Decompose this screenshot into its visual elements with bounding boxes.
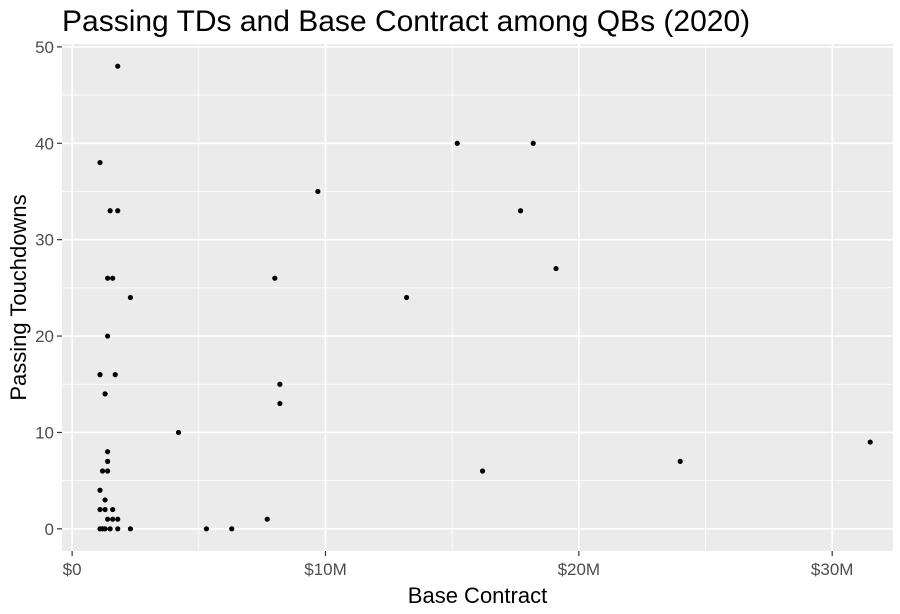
data-point xyxy=(264,516,270,522)
data-point xyxy=(105,449,111,455)
data-point xyxy=(107,208,113,214)
y-axis-label: Passing Touchdowns xyxy=(6,194,31,400)
data-point xyxy=(454,140,460,146)
data-point xyxy=(530,140,536,146)
data-point xyxy=(867,439,873,445)
data-point xyxy=(553,265,559,272)
data-point xyxy=(97,487,103,493)
x-tick-label: $20M xyxy=(558,560,601,579)
x-tick-label: $10M xyxy=(304,560,347,579)
data-point xyxy=(97,372,103,378)
data-point xyxy=(102,391,108,397)
data-point xyxy=(105,516,111,522)
data-point xyxy=(102,526,108,532)
data-point xyxy=(479,468,486,474)
chart-title: Passing TDs and Base Contract among QBs … xyxy=(62,5,750,38)
data-point xyxy=(175,429,182,436)
y-tick-label: 20 xyxy=(35,327,54,346)
data-point xyxy=(102,506,108,513)
data-point xyxy=(517,208,524,214)
data-point xyxy=(315,188,321,195)
x-axis-ticks: $0 $10M $20M $30M xyxy=(63,551,854,579)
data-point xyxy=(105,458,111,464)
x-tick-label: $30M xyxy=(811,560,854,579)
data-point xyxy=(105,275,111,281)
data-point xyxy=(99,468,106,474)
data-point xyxy=(112,372,118,378)
y-tick-label: 50 xyxy=(35,38,54,57)
data-point xyxy=(97,506,103,513)
y-tick-label: 30 xyxy=(35,231,54,250)
data-point xyxy=(203,526,210,532)
data-point xyxy=(127,294,134,301)
data-point xyxy=(677,458,683,464)
data-point xyxy=(277,400,283,407)
data-point xyxy=(97,159,103,166)
data-point xyxy=(277,381,283,387)
data-point xyxy=(115,63,121,69)
data-point xyxy=(229,526,235,532)
data-point xyxy=(105,468,111,474)
data-point xyxy=(115,516,121,522)
x-tick-label: $0 xyxy=(63,560,82,579)
y-axis-ticks: 0 10 20 30 40 50 xyxy=(35,38,62,539)
data-point xyxy=(102,497,108,503)
plot-panel xyxy=(62,44,893,551)
data-point xyxy=(115,526,121,532)
data-point xyxy=(115,208,121,214)
data-point xyxy=(272,275,278,281)
data-point xyxy=(110,275,116,281)
data-point xyxy=(110,516,116,522)
y-tick-label: 40 xyxy=(35,134,54,153)
major-gridlines xyxy=(62,44,893,551)
data-point xyxy=(127,526,134,532)
data-points xyxy=(97,63,873,532)
data-point xyxy=(105,333,111,339)
y-tick-label: 0 xyxy=(45,520,54,539)
minor-gridlines xyxy=(62,44,893,551)
data-point xyxy=(403,294,410,301)
data-point xyxy=(107,526,113,532)
y-tick-label: 10 xyxy=(35,423,54,442)
x-axis-label: Base Contract xyxy=(408,583,547,608)
data-point xyxy=(110,506,116,513)
